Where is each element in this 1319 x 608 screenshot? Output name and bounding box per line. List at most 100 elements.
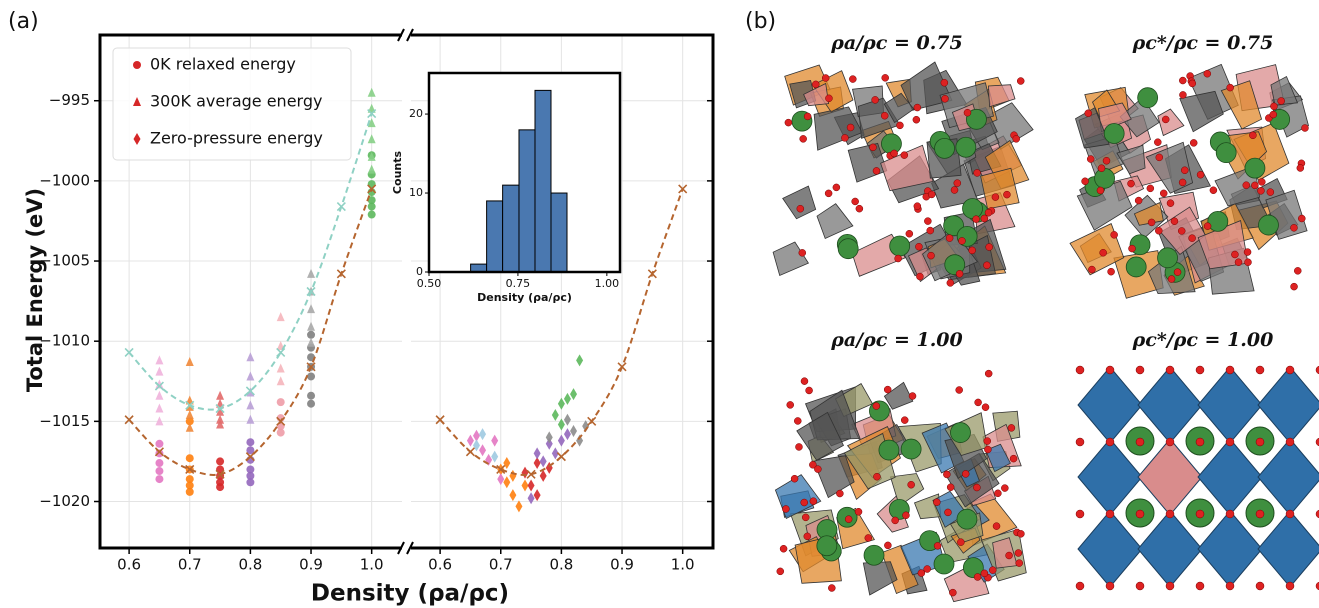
data-point bbox=[534, 447, 541, 459]
data-point bbox=[558, 435, 565, 447]
oxygen bbox=[849, 76, 856, 83]
oxygen bbox=[954, 180, 961, 187]
oxygen bbox=[852, 198, 859, 205]
bar bbox=[487, 201, 503, 272]
x-axis-label: Density (ρa/ρc) bbox=[477, 291, 572, 304]
data-point bbox=[564, 393, 571, 405]
oxygen bbox=[884, 542, 891, 549]
oxygen bbox=[914, 104, 921, 111]
oxygen bbox=[984, 446, 991, 453]
data-point bbox=[515, 500, 522, 512]
polyhedron bbox=[1070, 224, 1124, 275]
oxygen bbox=[1196, 366, 1204, 374]
data-point bbox=[246, 371, 254, 380]
oxygen bbox=[1156, 154, 1163, 161]
data-point bbox=[485, 454, 492, 466]
oxygen bbox=[895, 255, 902, 262]
oxygen bbox=[1196, 438, 1204, 446]
data-point bbox=[246, 415, 254, 424]
data-point bbox=[277, 429, 285, 437]
oxygen bbox=[891, 150, 898, 157]
x-tick-label: 0.75 bbox=[506, 277, 531, 290]
oxygen bbox=[908, 481, 915, 488]
data-point bbox=[155, 391, 163, 400]
oxygen bbox=[1108, 268, 1115, 275]
oxygen bbox=[1244, 249, 1251, 256]
oxygen bbox=[855, 508, 862, 515]
oxygen bbox=[1076, 510, 1084, 518]
data-point bbox=[491, 451, 498, 463]
oxygen bbox=[1298, 215, 1305, 222]
oxygen bbox=[797, 205, 804, 212]
data-point bbox=[497, 473, 504, 485]
oxygen bbox=[1278, 97, 1285, 104]
oxygen bbox=[1251, 182, 1258, 189]
data-point bbox=[509, 489, 516, 501]
bar bbox=[535, 90, 551, 272]
structure-title: ρa/ρc = 1.00 bbox=[830, 329, 963, 351]
oxygen bbox=[1249, 132, 1256, 139]
data-point bbox=[558, 419, 565, 431]
data-point bbox=[155, 467, 163, 475]
oxygen bbox=[1082, 178, 1089, 185]
legend-label: 300K average energy bbox=[150, 92, 322, 111]
oxygen bbox=[1270, 111, 1277, 118]
oxygen bbox=[873, 473, 880, 480]
oxygen bbox=[941, 79, 948, 86]
data-point bbox=[564, 428, 571, 440]
oxygen bbox=[1155, 227, 1162, 234]
data-point bbox=[186, 357, 194, 366]
cation bbox=[934, 554, 954, 574]
oxygen bbox=[814, 466, 821, 473]
oxygen bbox=[984, 438, 991, 445]
oxygen bbox=[1286, 510, 1294, 518]
oxygen bbox=[806, 387, 813, 394]
page: (a) (b) ρa/ρc = 0.75 ρc*/ρc = 0.75 ρa/ρc… bbox=[0, 0, 1319, 608]
oxygen bbox=[1106, 366, 1114, 374]
oxygen bbox=[1166, 510, 1174, 518]
oxygen bbox=[795, 443, 802, 450]
oxygen bbox=[1174, 269, 1181, 276]
oxygen bbox=[928, 252, 935, 259]
data-point bbox=[368, 211, 376, 219]
structure-title: ρc*/ρc = 1.00 bbox=[1132, 329, 1274, 351]
figure: (a) (b) ρa/ρc = 0.75 ρc*/ρc = 0.75 ρa/ρc… bbox=[0, 0, 1319, 608]
oxygen bbox=[1256, 510, 1264, 518]
data-point bbox=[155, 355, 163, 364]
data-point bbox=[307, 269, 315, 278]
oxygen bbox=[989, 567, 996, 574]
oxygen bbox=[962, 470, 969, 477]
oxygen bbox=[1235, 259, 1242, 266]
oxygen bbox=[1256, 582, 1264, 590]
cation bbox=[869, 401, 889, 421]
oxygen bbox=[1258, 178, 1265, 185]
oxygen bbox=[1190, 139, 1197, 146]
data-point bbox=[246, 352, 254, 361]
polyhedron bbox=[773, 242, 808, 276]
oxygen bbox=[777, 568, 784, 575]
oxygen bbox=[869, 144, 876, 151]
legend-label: Zero-pressure energy bbox=[150, 129, 323, 148]
polyhedron bbox=[863, 562, 897, 595]
data-point bbox=[546, 431, 553, 443]
oxygen bbox=[1270, 103, 1277, 110]
oxygen bbox=[873, 167, 880, 174]
oxygen bbox=[1008, 424, 1015, 431]
data-point bbox=[479, 444, 486, 456]
oxygen bbox=[985, 209, 992, 216]
oxygen bbox=[933, 499, 940, 506]
oxygen bbox=[1291, 283, 1298, 290]
oxygen bbox=[1013, 135, 1020, 142]
oxygen bbox=[1231, 251, 1238, 258]
oxygen bbox=[943, 471, 950, 478]
data-point bbox=[509, 470, 516, 482]
oxygen bbox=[1257, 187, 1264, 194]
bar bbox=[519, 130, 535, 272]
oxygen bbox=[1085, 110, 1092, 117]
oxygen bbox=[974, 573, 981, 580]
cation bbox=[890, 236, 910, 256]
data-point bbox=[479, 428, 486, 440]
oxygen bbox=[1148, 219, 1155, 226]
panel-label: (a) bbox=[8, 9, 39, 34]
oxygen bbox=[1204, 223, 1211, 230]
